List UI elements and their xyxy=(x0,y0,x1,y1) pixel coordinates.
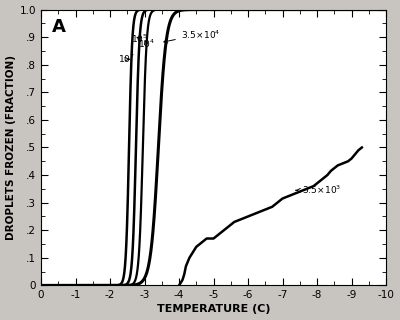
Text: $3.5\!\times\!10^3$: $3.5\!\times\!10^3$ xyxy=(296,184,341,196)
Text: $10^5$: $10^5$ xyxy=(131,32,148,45)
Y-axis label: DROPLETS FROZEN (FRACTION): DROPLETS FROZEN (FRACTION) xyxy=(6,55,16,240)
Text: $3.5\!\times\!10^4$: $3.5\!\times\!10^4$ xyxy=(164,28,220,43)
X-axis label: TEMPERATURE (C): TEMPERATURE (C) xyxy=(157,304,270,315)
Text: A: A xyxy=(52,18,65,36)
Text: $10^7$: $10^7$ xyxy=(118,53,135,65)
Text: $10^4$: $10^4$ xyxy=(138,38,155,50)
